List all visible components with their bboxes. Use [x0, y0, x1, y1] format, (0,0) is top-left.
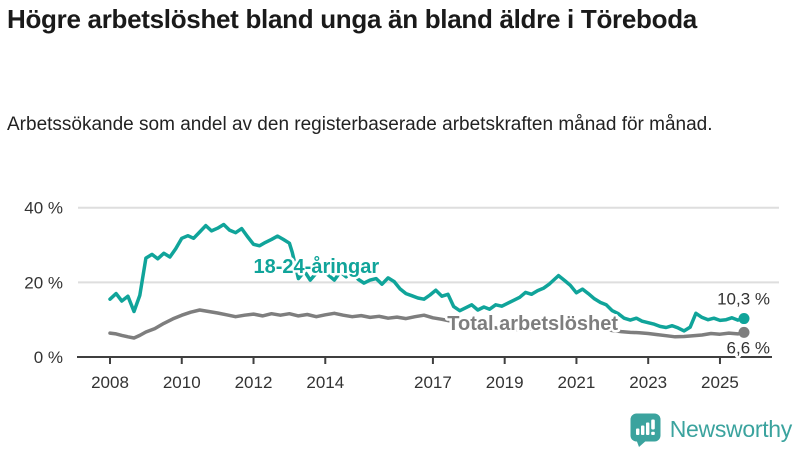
x-tick-label: 2010 [163, 373, 201, 392]
x-tick-label: 2019 [486, 373, 524, 392]
brand-footer: Newsworthy [629, 412, 792, 447]
series-inline-label-1: Total arbetslöshet [447, 313, 618, 335]
x-tick-label: 2012 [235, 373, 273, 392]
chart-subtitle: Arbetssökande som andel av den registerb… [7, 114, 713, 135]
series-end-value-1: 6,6 % [727, 338, 770, 357]
series-line-1 [108, 308, 746, 340]
page-title: Högre arbetslöshet bland unga än bland ä… [7, 4, 697, 34]
y-tick-label: 40 % [24, 199, 63, 218]
y-tick-label: 20 % [24, 273, 63, 292]
brand-name: Newsworthy [669, 416, 793, 442]
series-end-dot-1 [738, 326, 750, 338]
series-line-0 [108, 222, 746, 333]
x-tick-label: 2017 [414, 373, 452, 392]
series-inline-label-0: 18-24-åringar [254, 255, 380, 278]
x-tick-label: 2014 [306, 373, 344, 392]
y-tick-label: 0 % [34, 348, 63, 367]
newsworthy-logo-icon [630, 413, 661, 447]
x-tick-label: 2021 [558, 373, 596, 392]
x-tick-label: 2025 [701, 373, 739, 392]
x-tick-label: 2008 [91, 373, 129, 392]
series-end-value-0: 10,3 % [717, 290, 770, 309]
series-end-dot-0 [738, 313, 750, 325]
x-tick-label: 2023 [629, 373, 667, 392]
